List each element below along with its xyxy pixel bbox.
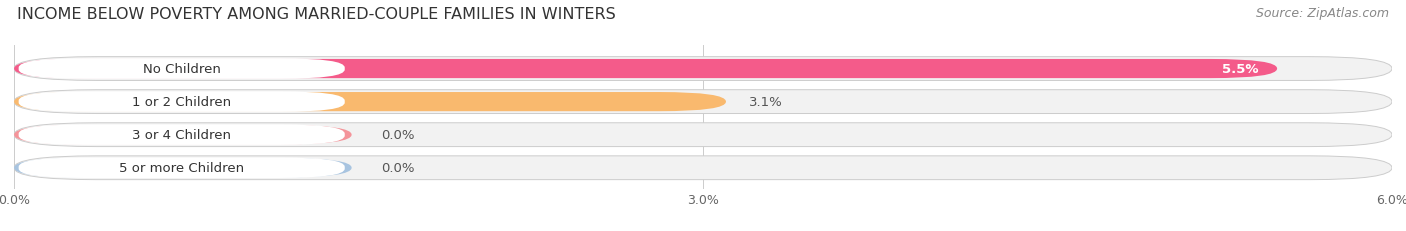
- Text: 1 or 2 Children: 1 or 2 Children: [132, 96, 231, 109]
- Text: 5.5%: 5.5%: [1222, 63, 1258, 76]
- FancyBboxPatch shape: [14, 57, 1392, 81]
- FancyBboxPatch shape: [14, 123, 1392, 147]
- Text: 0.0%: 0.0%: [381, 129, 415, 142]
- Text: 3 or 4 Children: 3 or 4 Children: [132, 129, 231, 142]
- Text: 0.0%: 0.0%: [381, 161, 415, 174]
- Text: 5 or more Children: 5 or more Children: [120, 161, 245, 174]
- Text: No Children: No Children: [143, 63, 221, 76]
- FancyBboxPatch shape: [14, 125, 352, 145]
- FancyBboxPatch shape: [14, 90, 1392, 114]
- FancyBboxPatch shape: [14, 156, 1392, 180]
- FancyBboxPatch shape: [18, 158, 344, 178]
- FancyBboxPatch shape: [18, 59, 344, 79]
- Text: INCOME BELOW POVERTY AMONG MARRIED-COUPLE FAMILIES IN WINTERS: INCOME BELOW POVERTY AMONG MARRIED-COUPL…: [17, 7, 616, 22]
- FancyBboxPatch shape: [14, 158, 352, 178]
- Text: Source: ZipAtlas.com: Source: ZipAtlas.com: [1256, 7, 1389, 20]
- FancyBboxPatch shape: [18, 92, 344, 112]
- FancyBboxPatch shape: [14, 60, 1277, 79]
- FancyBboxPatch shape: [18, 125, 344, 145]
- FancyBboxPatch shape: [14, 93, 725, 112]
- Text: 3.1%: 3.1%: [749, 96, 783, 109]
